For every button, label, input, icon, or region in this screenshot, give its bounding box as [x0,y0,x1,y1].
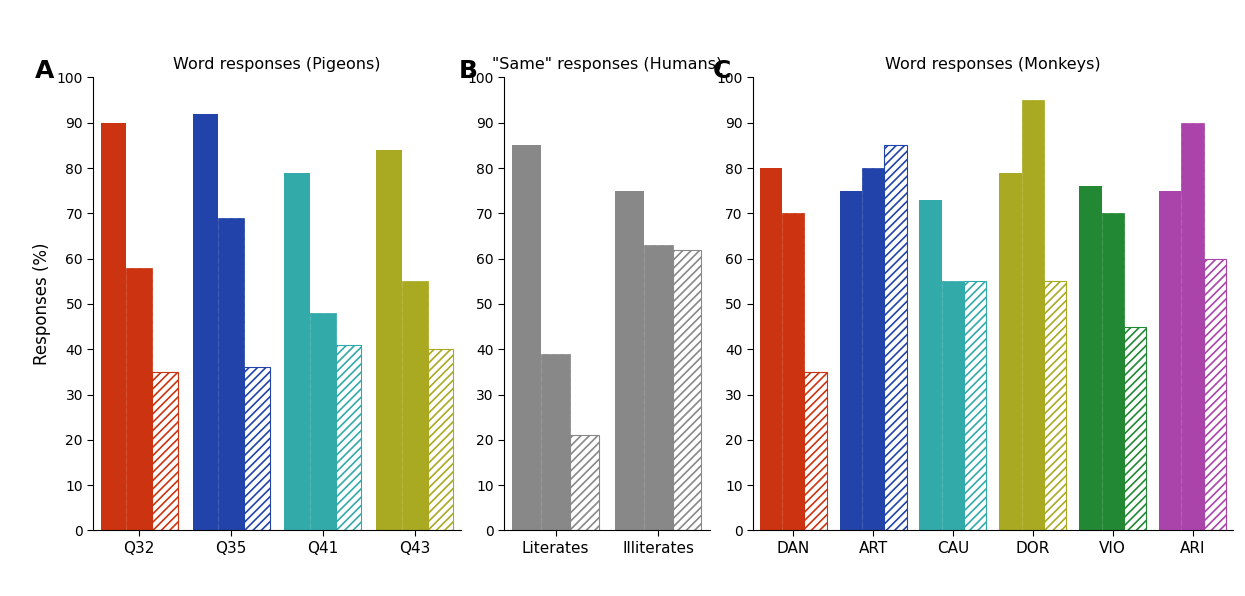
Bar [218,218,244,530]
Bar [759,168,782,530]
Bar [644,245,672,530]
Bar [862,168,884,530]
Title: Word responses (Monkeys): Word responses (Monkeys) [885,57,1101,72]
Bar [542,354,570,530]
Bar [1124,327,1147,530]
Bar [1102,213,1124,530]
Bar [941,281,964,530]
Text: C: C [712,60,731,83]
Bar [1204,259,1226,530]
Bar [1022,100,1045,530]
Title: Word responses (Pigeons): Word responses (Pigeons) [173,57,381,72]
Bar [101,123,127,530]
Bar [1182,123,1204,530]
Bar [1000,173,1022,530]
Bar [804,372,827,530]
Bar [244,367,270,530]
Bar [402,281,427,530]
Bar [964,281,986,530]
Text: A: A [35,60,54,83]
Bar [919,200,941,530]
Bar [884,145,906,530]
Bar [310,313,336,530]
Bar [427,349,453,530]
Bar [376,150,402,530]
Bar [1079,186,1102,530]
Bar [672,250,701,530]
Bar [127,268,152,530]
Y-axis label: Responses (%): Responses (%) [34,243,51,365]
Bar [284,173,310,530]
Bar [839,191,862,530]
Bar [336,344,361,530]
Title: "Same" responses (Humans): "Same" responses (Humans) [492,57,722,72]
Bar [1045,281,1067,530]
Bar [1159,191,1182,530]
Bar [782,213,804,530]
Bar [513,145,542,530]
Bar [615,191,644,530]
Bar [193,114,218,530]
Bar [152,372,178,530]
Text: B: B [459,60,478,83]
Bar [570,435,599,530]
